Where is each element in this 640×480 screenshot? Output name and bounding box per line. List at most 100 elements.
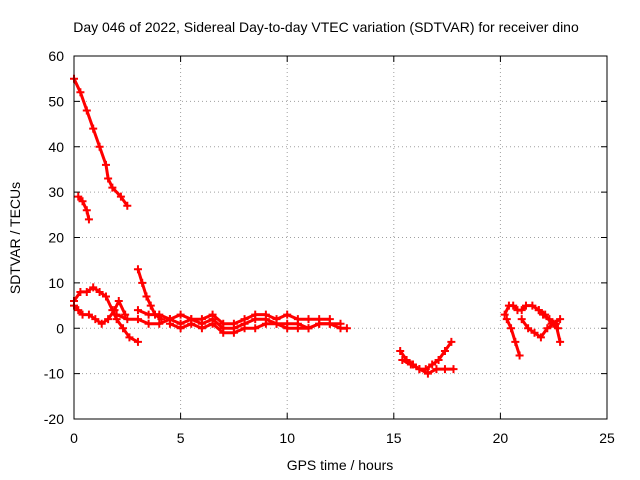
data-point <box>515 351 524 360</box>
data-point <box>165 319 174 328</box>
data-point <box>219 319 228 328</box>
data-point <box>176 324 185 333</box>
data-point <box>556 315 565 324</box>
data-point <box>104 174 113 183</box>
data-point <box>342 324 351 333</box>
data-point <box>517 306 526 315</box>
data-point <box>536 333 545 342</box>
data-point <box>406 360 415 369</box>
data-point <box>197 324 206 333</box>
data-point <box>556 337 565 346</box>
data-point <box>325 319 334 328</box>
series-arc-a <box>70 74 132 210</box>
data-point <box>530 328 539 337</box>
data-point <box>440 365 449 374</box>
series-line <box>537 308 560 330</box>
data-point <box>123 315 132 324</box>
series-arc-b <box>74 192 93 224</box>
x-tick-label: 5 <box>177 430 185 446</box>
data-point <box>229 328 238 337</box>
data-point <box>553 324 562 333</box>
series-arc-l <box>502 315 524 360</box>
data-point <box>543 324 552 333</box>
data-point <box>261 310 270 319</box>
data-point <box>293 324 302 333</box>
y-tick-label: 20 <box>48 230 64 246</box>
data-point <box>528 301 537 310</box>
data-point <box>293 315 302 324</box>
data-point <box>110 306 119 315</box>
data-point <box>142 292 151 301</box>
data-point <box>428 360 437 369</box>
data-point <box>95 287 104 296</box>
series-line <box>505 317 522 357</box>
data-point <box>396 346 405 355</box>
data-point <box>507 324 516 333</box>
data-point <box>511 337 520 346</box>
data-point <box>440 346 449 355</box>
data-series <box>70 74 565 378</box>
series-arc-n <box>534 306 562 333</box>
y-tick-label: 30 <box>48 184 64 200</box>
data-point <box>251 324 260 333</box>
x-tick-label: 15 <box>386 430 402 446</box>
data-point <box>133 306 142 315</box>
grid-lines <box>74 56 607 419</box>
data-point <box>123 201 132 210</box>
y-tick-label: -20 <box>44 411 64 427</box>
series-arc-g <box>133 306 334 328</box>
data-point <box>84 215 93 224</box>
data-point <box>95 142 104 151</box>
data-point <box>76 88 85 97</box>
tick-labels: 0 5 10 15 20 25 -20 -10 0 10 20 30 40 50 60 <box>44 48 615 446</box>
data-point <box>89 124 98 133</box>
data-point <box>176 310 185 319</box>
data-point <box>133 337 142 346</box>
data-point <box>240 324 249 333</box>
data-point <box>208 310 217 319</box>
series-arc-j <box>398 356 458 378</box>
data-point <box>74 192 83 201</box>
data-point <box>97 319 106 328</box>
data-point <box>144 319 153 328</box>
data-point <box>108 183 117 192</box>
data-point <box>272 319 281 328</box>
chart-title: Day 046 of 2022, Sidereal Day-to-day VTE… <box>73 19 579 35</box>
y-tick-label: -10 <box>44 366 64 382</box>
data-point <box>78 197 87 206</box>
data-point <box>208 319 217 328</box>
data-point <box>219 328 228 337</box>
data-point <box>283 310 292 319</box>
data-point <box>261 319 270 328</box>
data-point <box>251 310 260 319</box>
data-point <box>116 192 125 201</box>
data-point <box>447 337 456 346</box>
data-point <box>449 365 458 374</box>
x-axis-label: GPS time / hours <box>287 457 394 473</box>
data-point <box>101 160 110 169</box>
data-point <box>541 310 550 319</box>
data-point <box>101 292 110 301</box>
plot-frame <box>73 55 608 420</box>
data-point <box>509 301 518 310</box>
data-point <box>547 319 556 328</box>
series-arc-d <box>70 297 130 328</box>
data-point <box>125 333 134 342</box>
data-point <box>82 287 91 296</box>
series-arc-h <box>165 319 345 337</box>
data-point <box>229 319 238 328</box>
data-point <box>119 324 128 333</box>
series-line <box>72 299 127 326</box>
y-tick-label: 0 <box>56 320 64 336</box>
data-point <box>283 324 292 333</box>
data-point <box>155 319 164 328</box>
data-point <box>104 315 113 324</box>
data-point <box>315 319 324 328</box>
data-point <box>304 324 313 333</box>
x-tick-label: 25 <box>599 430 615 446</box>
data-point <box>187 319 196 328</box>
data-point <box>240 315 249 324</box>
data-point <box>133 265 142 274</box>
data-point <box>502 315 511 324</box>
